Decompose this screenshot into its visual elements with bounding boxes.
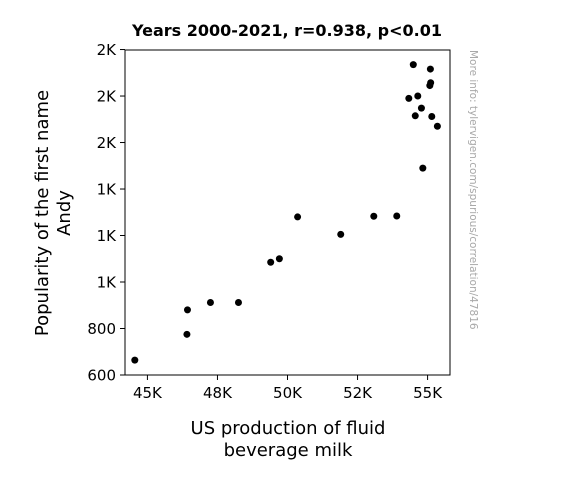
- data-point: [131, 356, 139, 364]
- source-watermark: More info: tylervigen.com/spurious/corre…: [467, 50, 479, 330]
- x-tick-label: 45K: [133, 384, 163, 402]
- y-tick-label: 600: [87, 367, 116, 385]
- data-point: [433, 122, 441, 130]
- x-tick-label: 52K: [343, 384, 373, 402]
- x-tick-label: 55K: [413, 384, 443, 402]
- scatter-points: [131, 61, 441, 364]
- y-tick-label: 2K: [97, 41, 118, 59]
- data-point: [183, 306, 191, 314]
- x-axis-label-line-1: US production of fluid: [191, 418, 386, 439]
- chart-title: Years 2000-2021, r=0.938, p<0.01: [131, 21, 442, 40]
- data-point: [428, 112, 436, 120]
- data-point: [337, 230, 345, 238]
- data-point: [370, 212, 378, 220]
- data-point: [393, 212, 401, 220]
- data-point: [267, 258, 275, 266]
- x-tick-label: 50K: [273, 384, 303, 402]
- y-axis-label-line-2: Andy: [54, 190, 75, 236]
- y-tick-label: 800: [87, 320, 116, 338]
- data-point: [419, 164, 427, 172]
- x-axis-label-line-2: beverage milk: [224, 440, 353, 461]
- x-tick-label: 48K: [203, 384, 233, 402]
- data-point: [409, 61, 417, 69]
- data-point: [234, 298, 242, 306]
- y-axis-label: Popularity of the first name Andy: [32, 90, 75, 336]
- y-axis-label-line-1: Popularity of the first name: [32, 90, 53, 336]
- x-axis-label: US production of fluid beverage milk: [191, 418, 386, 461]
- y-tick-label: 2K: [97, 88, 118, 106]
- data-point: [183, 330, 191, 338]
- plot-area-frame: [124, 49, 451, 376]
- y-tick-label: 1K: [97, 181, 118, 199]
- y-axis-ticks: 600 800 1K 1K 1K 2K 2K 2K: [87, 41, 125, 385]
- data-point: [426, 65, 434, 73]
- data-point: [427, 79, 435, 87]
- data-point: [411, 112, 419, 120]
- y-tick-label: 1K: [97, 274, 118, 292]
- x-axis-ticks: 45K 48K 50K 52K 55K: [133, 375, 443, 402]
- y-tick-label: 1K: [97, 227, 118, 245]
- data-point: [417, 104, 425, 112]
- data-point: [294, 213, 302, 221]
- data-point: [414, 92, 422, 100]
- data-point: [206, 298, 214, 306]
- data-point: [405, 94, 413, 102]
- data-point: [275, 255, 283, 263]
- y-tick-label: 2K: [97, 134, 118, 152]
